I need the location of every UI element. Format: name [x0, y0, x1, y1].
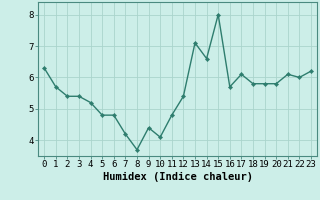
X-axis label: Humidex (Indice chaleur): Humidex (Indice chaleur) [103, 172, 252, 182]
